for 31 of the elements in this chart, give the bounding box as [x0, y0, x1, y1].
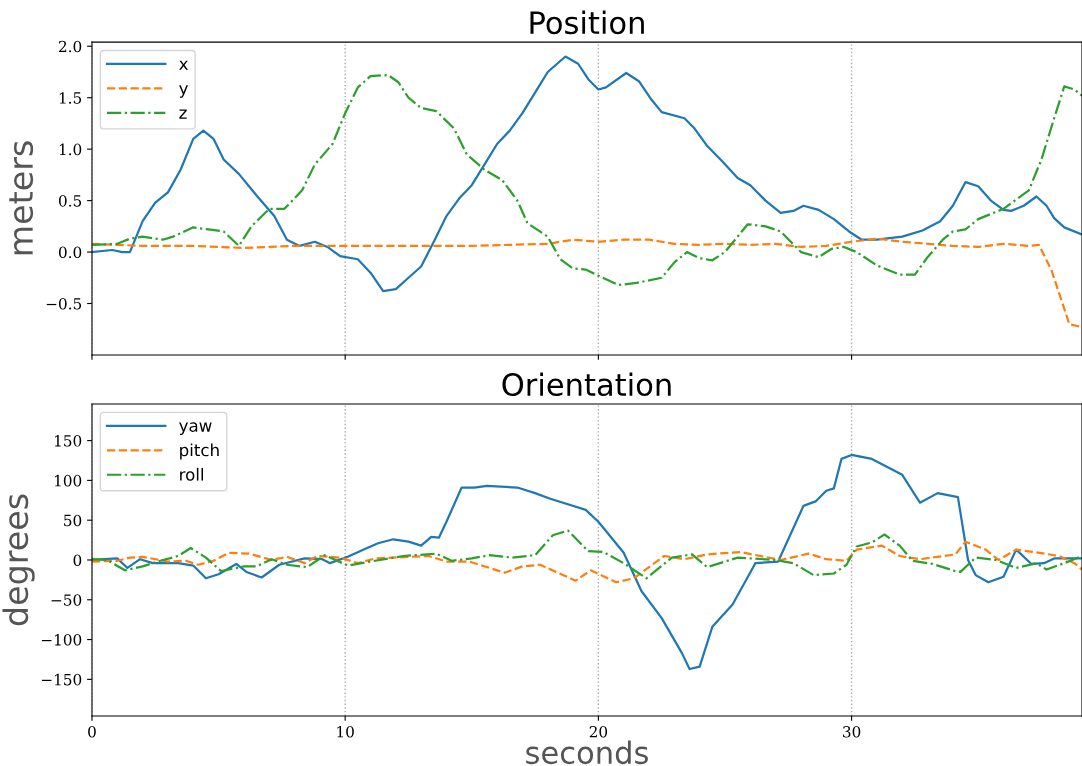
x-tick-label: 30 [843, 725, 861, 738]
line-series [91, 237, 1082, 329]
y-tick-label: 0 [73, 554, 82, 567]
y-tick-label: 1.5 [59, 92, 82, 104]
legend-label: yaw [179, 422, 212, 436]
y-tick-label: 0.0 [58, 246, 82, 259]
y-tick-label: 150 [54, 435, 82, 447]
legend-label: pitch [180, 443, 219, 460]
y-tick-label: 1.0 [59, 143, 82, 156]
y-axis-title: degrees [2, 494, 35, 626]
x-axis-title: seconds [526, 740, 648, 765]
y-axis-title: meters [9, 141, 34, 255]
y-tick-label: −100 [41, 634, 82, 646]
y-tick-label: 50 [64, 514, 82, 527]
legend-label: y [179, 85, 188, 98]
legend-label: roll [180, 467, 204, 481]
line-series [91, 540, 1082, 584]
y-tick-label: −0.5 [46, 297, 82, 310]
y-tick-label: −150 [41, 673, 82, 686]
x-tick-label: 20 [589, 725, 608, 738]
y-tick-label: 0.5 [58, 195, 82, 207]
chart-title: Orientation [502, 372, 671, 397]
x-tick-label: 10 [337, 725, 354, 738]
legend-label: z [179, 109, 187, 119]
legend-label: x [179, 60, 188, 70]
y-tick-label: −50 [51, 594, 82, 606]
y-tick-label: 100 [54, 474, 82, 487]
x-tick-label: 0 [88, 725, 96, 738]
chart-title: Position [530, 10, 644, 35]
y-tick-label: 2.0 [58, 40, 82, 53]
line-series [91, 529, 1082, 580]
